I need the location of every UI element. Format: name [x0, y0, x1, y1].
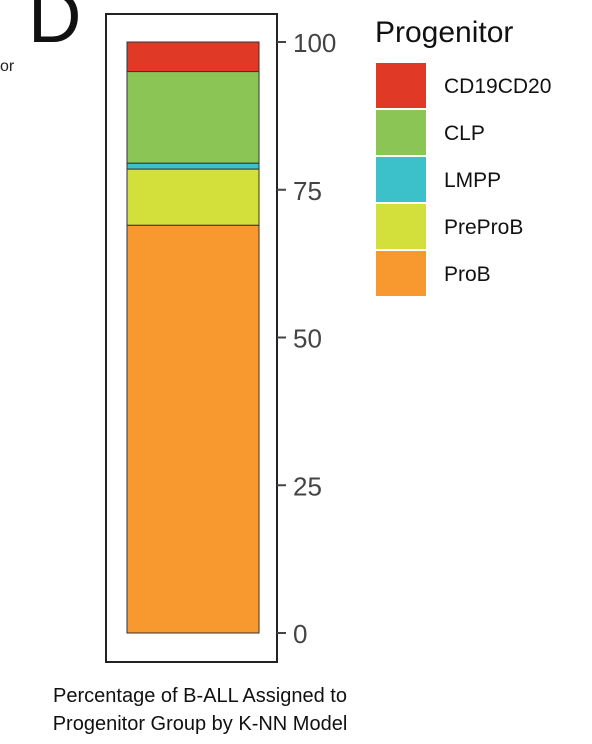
bar-segment-prob — [126, 224, 260, 634]
legend-title: Progenitor — [375, 16, 513, 49]
legend-label-cd19cd20: CD19CD20 — [444, 75, 551, 98]
cropped-text: or — [0, 58, 15, 75]
legend-label-clp: CLP — [444, 122, 485, 145]
caption-line-2: Progenitor Group by K-NN Model — [52, 713, 348, 735]
y-tick-label: 75 — [293, 176, 322, 206]
caption-line-1: Percentage of B-ALL Assigned to — [53, 685, 347, 707]
bar-segments — [126, 41, 260, 634]
y-tick-label: 0 — [293, 619, 307, 649]
legend-swatch-lmpp — [376, 157, 426, 202]
legend-swatch-prob — [376, 251, 426, 296]
panel-letter: D — [28, 0, 82, 58]
y-tick-label: 25 — [293, 471, 322, 501]
bar-segment-lmpp — [126, 162, 260, 170]
legend-label-preprob: PreProB — [444, 216, 523, 239]
legend-swatch-cd19cd20 — [376, 63, 426, 108]
y-tick-label: 100 — [293, 28, 336, 58]
stacked-bar-chart: 0 25 50 75 100 Progenitor CD19CD20 CLP LMPP Pre… — [105, 13, 551, 663]
bar-segment-preprob — [126, 168, 260, 226]
chart-caption: Percentage of B-ALL Assigned to Progenit… — [0, 682, 400, 738]
legend-swatch-preprob — [376, 204, 426, 249]
legend-swatch-clp — [376, 110, 426, 155]
legend: Progenitor CD19CD20 CLP LMPP PreProB ProB — [375, 16, 551, 296]
y-tick-label: 50 — [293, 324, 322, 354]
bar-segment-clp — [126, 71, 260, 164]
legend-label-lmpp: LMPP — [444, 169, 501, 192]
y-axis: 0 25 50 75 100 — [277, 28, 336, 649]
bar-segment-cd19cd20 — [126, 41, 260, 73]
legend-label-prob: ProB — [444, 263, 491, 286]
